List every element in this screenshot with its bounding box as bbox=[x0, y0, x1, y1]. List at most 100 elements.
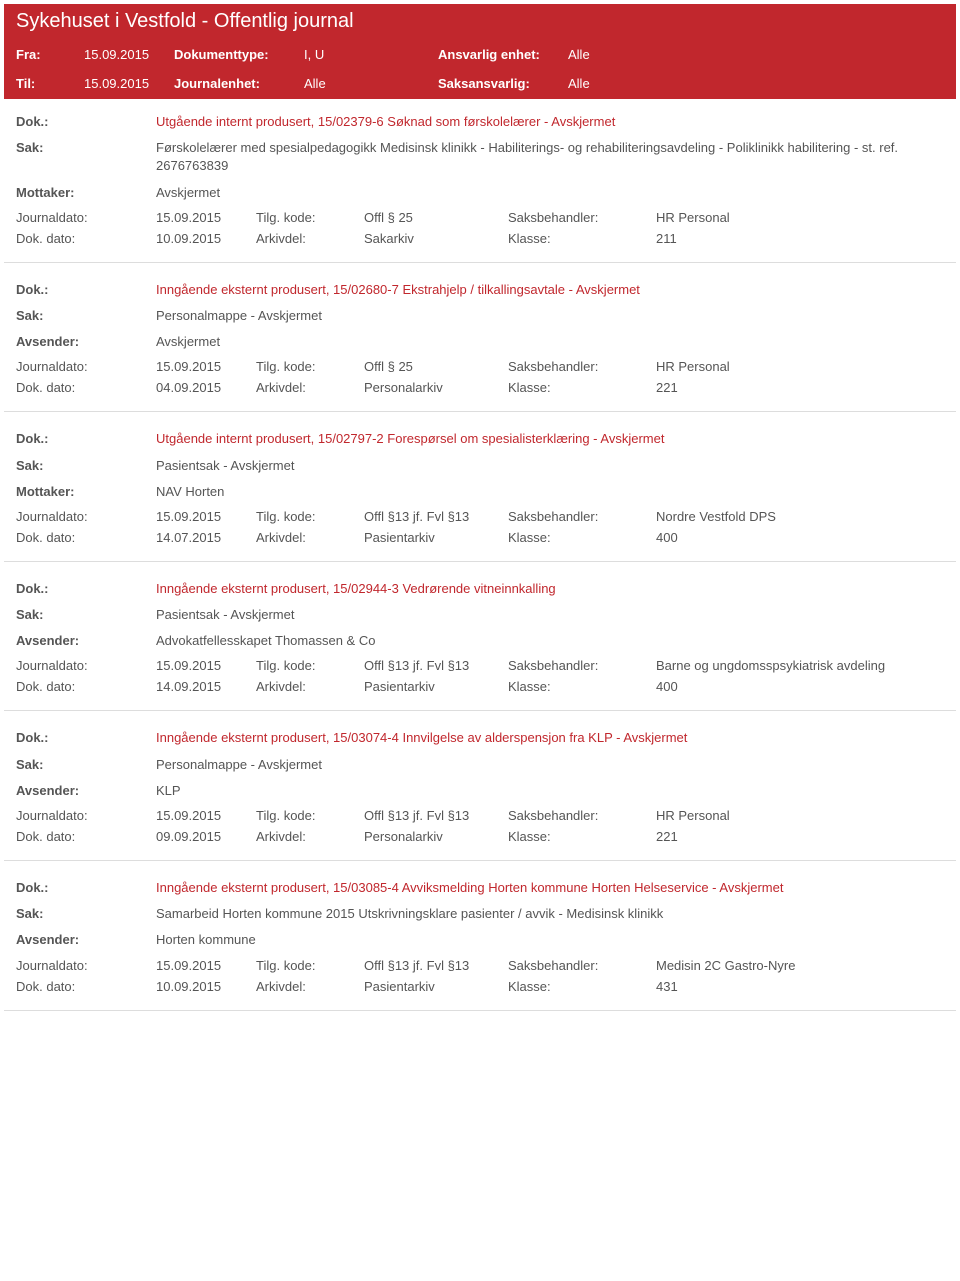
dok-value: Utgående internt produsert, 15/02797-2 F… bbox=[156, 430, 944, 448]
party-value: Advokatfellesskapet Thomassen & Co bbox=[156, 632, 944, 650]
tilg-value: Offl §13 jf. Fvl §13 bbox=[364, 658, 508, 673]
party-label: Avsender: bbox=[16, 931, 156, 949]
arkivdel-label: Arkivdel: bbox=[256, 679, 364, 694]
klasse-label: Klasse: bbox=[508, 380, 656, 395]
saksbeh-label: Saksbehandler: bbox=[508, 359, 656, 374]
journaldato-value: 15.09.2015 bbox=[156, 359, 256, 374]
tilg-value: Offl §13 jf. Fvl §13 bbox=[364, 808, 508, 823]
saksbeh-value: Barne og ungdomsspsykiatrisk avdeling bbox=[656, 658, 944, 673]
dokdato-label: Dok. dato: bbox=[16, 380, 156, 395]
dok-value: Utgående internt produsert, 15/02379-6 S… bbox=[156, 113, 944, 131]
party-label: Avsender: bbox=[16, 782, 156, 800]
klasse-label: Klasse: bbox=[508, 530, 656, 545]
journal-entry: Dok.:Utgående internt produsert, 15/0237… bbox=[4, 99, 956, 263]
journaldato-value: 15.09.2015 bbox=[156, 658, 256, 673]
doktype-label: Dokumenttype: bbox=[174, 47, 304, 62]
party-value: Avskjermet bbox=[156, 333, 944, 351]
journaldato-label: Journaldato: bbox=[16, 359, 156, 374]
arkivdel-value: Personalarkiv bbox=[364, 829, 508, 844]
dok-label: Dok.: bbox=[16, 580, 156, 598]
party-value: Horten kommune bbox=[156, 931, 944, 949]
klasse-value: 431 bbox=[656, 979, 944, 994]
sak-value: Førskolelærer med spesialpedagogikk Medi… bbox=[156, 139, 944, 175]
tilg-label: Tilg. kode: bbox=[256, 509, 364, 524]
arkivdel-label: Arkivdel: bbox=[256, 530, 364, 545]
dokdato-label: Dok. dato: bbox=[16, 679, 156, 694]
journaldato-label: Journaldato: bbox=[16, 808, 156, 823]
klasse-value: 211 bbox=[656, 231, 944, 246]
ansv-label: Ansvarlig enhet: bbox=[438, 47, 568, 62]
journal-entry: Dok.:Inngående eksternt produsert, 15/03… bbox=[4, 715, 956, 861]
dok-value: Inngående eksternt produsert, 15/02944-3… bbox=[156, 580, 944, 598]
saks-value: Alle bbox=[568, 76, 648, 91]
sak-value: Personalmappe - Avskjermet bbox=[156, 756, 944, 774]
party-label: Mottaker: bbox=[16, 483, 156, 501]
klasse-label: Klasse: bbox=[508, 231, 656, 246]
saks-label: Saksansvarlig: bbox=[438, 76, 568, 91]
sak-label: Sak: bbox=[16, 756, 156, 774]
dok-value: Inngående eksternt produsert, 15/03074-4… bbox=[156, 729, 944, 747]
party-value: NAV Horten bbox=[156, 483, 944, 501]
saksbeh-label: Saksbehandler: bbox=[508, 958, 656, 973]
journaldato-label: Journaldato: bbox=[16, 958, 156, 973]
journaldato-value: 15.09.2015 bbox=[156, 958, 256, 973]
dok-value: Inngående eksternt produsert, 15/03085-4… bbox=[156, 879, 944, 897]
journal-entry: Dok.:Inngående eksternt produsert, 15/02… bbox=[4, 566, 956, 712]
journaldato-label: Journaldato: bbox=[16, 210, 156, 225]
saksbeh-label: Saksbehandler: bbox=[508, 509, 656, 524]
saksbeh-value: HR Personal bbox=[656, 359, 944, 374]
party-value: Avskjermet bbox=[156, 184, 944, 202]
jenh-value: Alle bbox=[304, 76, 438, 91]
journal-entry: Dok.:Utgående internt produsert, 15/0279… bbox=[4, 416, 956, 562]
arkivdel-value: Personalarkiv bbox=[364, 380, 508, 395]
tilg-label: Tilg. kode: bbox=[256, 359, 364, 374]
journaldato-label: Journaldato: bbox=[16, 658, 156, 673]
tilg-value: Offl § 25 bbox=[364, 210, 508, 225]
sak-value: Personalmappe - Avskjermet bbox=[156, 307, 944, 325]
arkivdel-label: Arkivdel: bbox=[256, 380, 364, 395]
dokdato-value: 10.09.2015 bbox=[156, 231, 256, 246]
page-title: Sykehuset i Vestfold - Offentlig journal bbox=[4, 4, 956, 41]
dokdato-value: 14.09.2015 bbox=[156, 679, 256, 694]
tilg-value: Offl § 25 bbox=[364, 359, 508, 374]
saksbeh-value: Medisin 2C Gastro-Nyre bbox=[656, 958, 944, 973]
header-row-1: Fra: 15.09.2015 Dokumenttype: I, U Ansva… bbox=[4, 41, 956, 70]
til-value: 15.09.2015 bbox=[84, 76, 174, 91]
dokdato-value: 10.09.2015 bbox=[156, 979, 256, 994]
arkivdel-label: Arkivdel: bbox=[256, 829, 364, 844]
tilg-label: Tilg. kode: bbox=[256, 808, 364, 823]
klasse-value: 400 bbox=[656, 530, 944, 545]
journaldato-label: Journaldato: bbox=[16, 509, 156, 524]
saksbeh-value: Nordre Vestfold DPS bbox=[656, 509, 944, 524]
dokdato-label: Dok. dato: bbox=[16, 829, 156, 844]
tilg-label: Tilg. kode: bbox=[256, 958, 364, 973]
sak-label: Sak: bbox=[16, 139, 156, 175]
tilg-label: Tilg. kode: bbox=[256, 658, 364, 673]
til-label: Til: bbox=[16, 76, 84, 91]
header-row-2: Til: 15.09.2015 Journalenhet: Alle Saksa… bbox=[4, 70, 956, 99]
saksbeh-value: HR Personal bbox=[656, 808, 944, 823]
journaldato-value: 15.09.2015 bbox=[156, 210, 256, 225]
sak-label: Sak: bbox=[16, 606, 156, 624]
arkivdel-value: Sakarkiv bbox=[364, 231, 508, 246]
arkivdel-value: Pasientarkiv bbox=[364, 530, 508, 545]
saksbeh-label: Saksbehandler: bbox=[508, 658, 656, 673]
saksbeh-label: Saksbehandler: bbox=[508, 808, 656, 823]
dokdato-value: 09.09.2015 bbox=[156, 829, 256, 844]
klasse-value: 221 bbox=[656, 829, 944, 844]
klasse-value: 221 bbox=[656, 380, 944, 395]
doktype-value: I, U bbox=[304, 47, 438, 62]
dokdato-value: 14.07.2015 bbox=[156, 530, 256, 545]
party-value: KLP bbox=[156, 782, 944, 800]
jenh-label: Journalenhet: bbox=[174, 76, 304, 91]
arkivdel-value: Pasientarkiv bbox=[364, 979, 508, 994]
arkivdel-value: Pasientarkiv bbox=[364, 679, 508, 694]
journaldato-value: 15.09.2015 bbox=[156, 509, 256, 524]
party-label: Mottaker: bbox=[16, 184, 156, 202]
sak-value: Pasientsak - Avskjermet bbox=[156, 606, 944, 624]
dok-label: Dok.: bbox=[16, 430, 156, 448]
dok-label: Dok.: bbox=[16, 879, 156, 897]
tilg-label: Tilg. kode: bbox=[256, 210, 364, 225]
dokdato-label: Dok. dato: bbox=[16, 530, 156, 545]
klasse-label: Klasse: bbox=[508, 829, 656, 844]
